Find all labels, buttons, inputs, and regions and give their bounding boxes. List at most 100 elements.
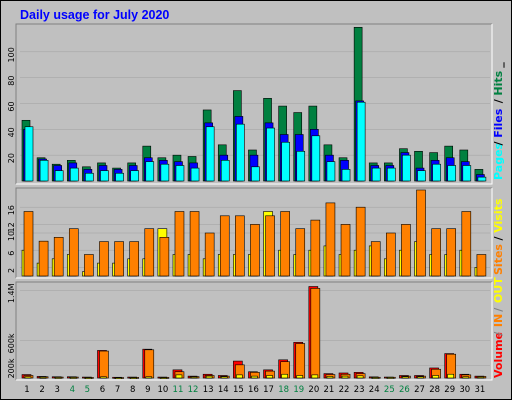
chart-title: Daily usage for July 2020 (20, 8, 169, 22)
out-bar (175, 374, 183, 379)
hits-ytick-label: 80 (7, 76, 16, 86)
pages-bar (311, 135, 321, 182)
sites-bar (189, 211, 200, 277)
sites-bar (174, 211, 185, 277)
panel-volume-box (16, 282, 492, 380)
pages-bar (371, 167, 381, 182)
day-tick-label: 31 (474, 385, 485, 395)
pages-bar (432, 163, 441, 182)
out-bar (69, 377, 77, 379)
out-bar (281, 373, 288, 379)
sites-bar (431, 228, 441, 277)
sites-bar (446, 228, 457, 277)
day-tick-label: 17 (263, 385, 274, 395)
sites-bar (370, 241, 381, 277)
day-tick-label: 3 (54, 385, 59, 395)
volume-legend-item: IN (492, 314, 505, 327)
sites-bar (114, 241, 124, 277)
out-bar (160, 377, 168, 379)
visits-ytick-label: 6 (7, 251, 16, 256)
day-tick-label: 8 (130, 385, 135, 395)
pages-bar (236, 123, 245, 182)
volume-ytick-label: 1.4M (7, 283, 16, 303)
panel-hits-box-edge-dark (15, 23, 492, 184)
hits-ytick-label: 20 (7, 153, 16, 163)
in-bar (295, 343, 306, 379)
pages-bar (130, 170, 139, 182)
sites-bar (129, 241, 139, 277)
out-bar (145, 376, 153, 379)
sites-bar (250, 224, 260, 277)
day-tick-label: 16 (248, 385, 259, 395)
pages-bar (296, 150, 306, 182)
out-bar (326, 376, 334, 379)
sites-bar (416, 189, 426, 277)
out-bar (477, 376, 485, 379)
hits-legend-item: _ (492, 62, 505, 68)
volume-legend-item: / (492, 307, 505, 312)
hits-ytick-label: 100 (7, 47, 16, 62)
out-bar (371, 377, 379, 379)
out-bar (447, 373, 455, 379)
pages-bar (69, 167, 79, 182)
day-tick-label: 30 (459, 385, 470, 395)
sites-bar (476, 254, 487, 277)
pages-bar (477, 176, 487, 182)
sites-bar (23, 211, 34, 277)
volume-ytick-label: 200k (7, 358, 16, 378)
day-tick-label: 28 (429, 385, 440, 395)
out-bar (341, 375, 349, 379)
pages-bar (417, 170, 426, 182)
out-bar (130, 377, 137, 379)
sites-bar (310, 219, 321, 277)
day-tick-label: 14 (218, 385, 229, 395)
hits-ytick-label: 60 (7, 101, 16, 111)
sites-bar (38, 240, 49, 277)
hits-legend-item: / (492, 141, 505, 146)
day-tick-label: 10 (157, 385, 168, 395)
out-bar (402, 376, 409, 379)
hits-legend-item: Pages (492, 142, 505, 180)
volume-ytick-label: 600k (7, 333, 16, 353)
day-tick-label: 11 (173, 385, 184, 395)
day-tick-label: 18 (278, 385, 289, 395)
day-tick-label: 21 (324, 385, 335, 395)
out-bar (432, 375, 439, 379)
visits-legend-item: Sites (492, 244, 505, 275)
day-tick-label: 2 (39, 385, 44, 395)
pages-bar (100, 170, 109, 182)
sites-bar (386, 232, 396, 277)
sites-bar (401, 224, 411, 277)
sites-bar (265, 215, 275, 277)
day-tick-label: 1 (24, 385, 29, 395)
pages-bar (145, 161, 155, 182)
hits-legend-item: Hits (492, 70, 505, 95)
out-bar (205, 375, 213, 379)
day-tick-label: 26 (399, 385, 410, 395)
pages-bar (402, 154, 411, 182)
pages-bar (24, 126, 34, 182)
day-tick-label: 4 (70, 385, 75, 395)
pages-bar (387, 167, 396, 182)
pages-bar (85, 172, 94, 182)
sites-bar (355, 206, 366, 277)
day-tick-label: 20 (308, 385, 319, 395)
day-tick-label: 29 (444, 385, 455, 395)
day-tick-label: 25 (384, 385, 395, 395)
pages-bar (175, 165, 185, 182)
in-bar (310, 288, 321, 379)
sites-bar (280, 211, 290, 277)
sites-bar (53, 237, 64, 277)
out-bar (39, 377, 47, 379)
day-tick-label: 5 (85, 385, 90, 395)
out-bar (236, 374, 243, 379)
out-bar (462, 376, 470, 379)
pages-bar (326, 161, 336, 182)
out-bar (220, 376, 228, 379)
pages-bar (356, 101, 366, 182)
day-tick-label: 22 (339, 385, 350, 395)
panel-volume-box-edge-dark (15, 281, 492, 380)
sites-bar (235, 215, 245, 277)
in-bar (144, 349, 155, 379)
panel-volume-box-edge-light (16, 282, 493, 381)
